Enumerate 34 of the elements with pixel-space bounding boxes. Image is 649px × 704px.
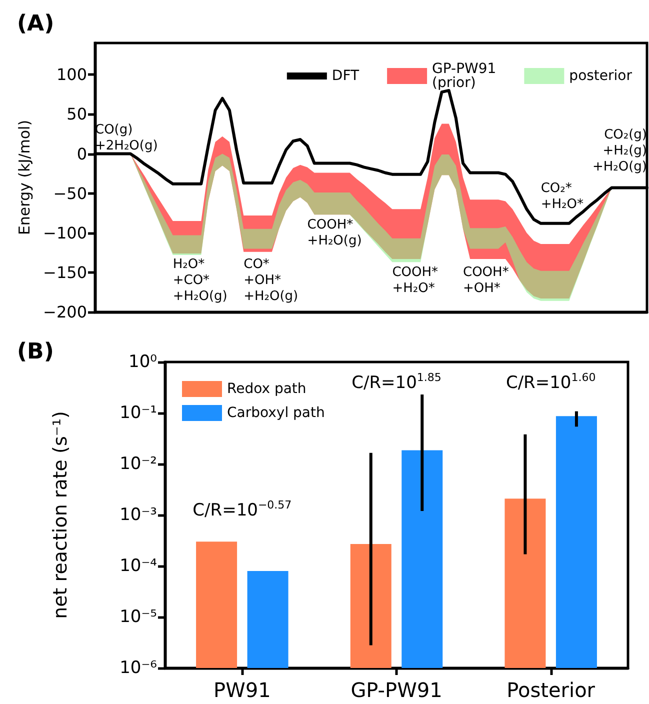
y-tick-label: −50 (53, 184, 87, 203)
chart-title: (A) (17, 12, 54, 36)
y-tick-label: 10⁻² (120, 454, 157, 474)
y-tick-label: 10⁻³ (120, 505, 157, 525)
y-tick-label: −150 (43, 262, 87, 282)
legend-label: Redox path (227, 381, 306, 397)
y-tick-label: 10⁰ (128, 352, 158, 372)
y-tick-label: 50 (66, 104, 87, 124)
annotation: COOH* +OH* (463, 265, 510, 296)
y-tick-label: 10⁻¹ (120, 403, 157, 423)
annotation: H₂O* +CO* +H₂O(g) (172, 257, 228, 304)
legend-label: GP-PW91 (prior) (432, 61, 496, 91)
legend-label: DFT (332, 68, 360, 84)
x-tick-label: GP-PW91 (350, 678, 442, 702)
annotation: CO₂(g) +H₂(g) +H₂O(g) (592, 127, 647, 174)
y-tick-label: 0 (76, 144, 87, 164)
y-tick-label: 10⁻⁵ (120, 607, 157, 627)
annotation: CO(g) +2H₂O(g) (95, 122, 158, 154)
y-axis-title: Energy (kJ/mol) (16, 120, 34, 236)
y-tick-label: 100 (56, 65, 87, 84)
chart-title: (B) (17, 340, 54, 364)
annotation: COOH* +H₂O* (392, 265, 439, 296)
legend-label: Carboxyl path (227, 405, 325, 421)
legend-label: posterior (569, 68, 632, 84)
y-tick-label: −100 (43, 223, 87, 242)
x-tick-label: Posterior (506, 678, 596, 702)
annotation: COOH* +H₂O(g) (307, 218, 362, 249)
annotation: CO* +OH* +H₂O(g) (244, 257, 298, 304)
annotation: CO₂* +H₂O* (540, 181, 584, 212)
y-tick-label: 10⁻⁶ (120, 658, 158, 678)
y-tick-label: −200 (43, 302, 87, 322)
y-tick-label: 10⁻⁴ (120, 556, 158, 576)
x-tick-label: PW91 (214, 678, 271, 702)
y-axis-title: net reaction rate (s⁻¹) (50, 411, 72, 619)
